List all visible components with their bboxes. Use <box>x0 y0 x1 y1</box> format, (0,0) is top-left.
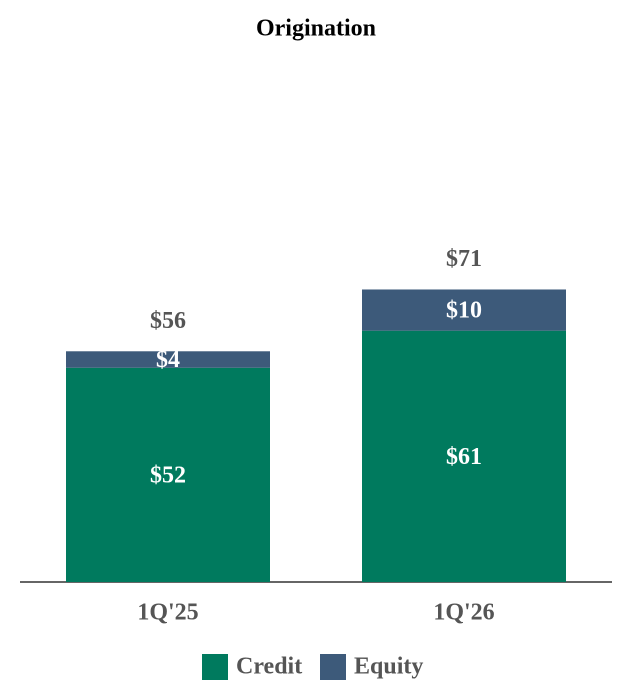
legend-label: Credit <box>236 654 302 680</box>
x-tick-label: 1Q'26 <box>433 600 494 626</box>
value-label: $10 <box>446 298 482 324</box>
bar-segment <box>66 367 270 582</box>
legend-label: Equity <box>354 654 423 680</box>
value-label: $61 <box>446 444 482 470</box>
bar-segment <box>66 351 270 368</box>
total-label: $56 <box>150 308 186 334</box>
bar-segment <box>362 330 566 582</box>
value-label: $4 <box>156 347 180 373</box>
total-label: $71 <box>446 246 482 272</box>
value-label: $52 <box>150 462 186 488</box>
legend-swatch <box>202 654 228 680</box>
bar-segment <box>362 289 566 331</box>
chart-title: Origination <box>256 16 376 42</box>
legend-swatch <box>320 654 346 680</box>
x-tick-label: 1Q'25 <box>137 600 198 626</box>
